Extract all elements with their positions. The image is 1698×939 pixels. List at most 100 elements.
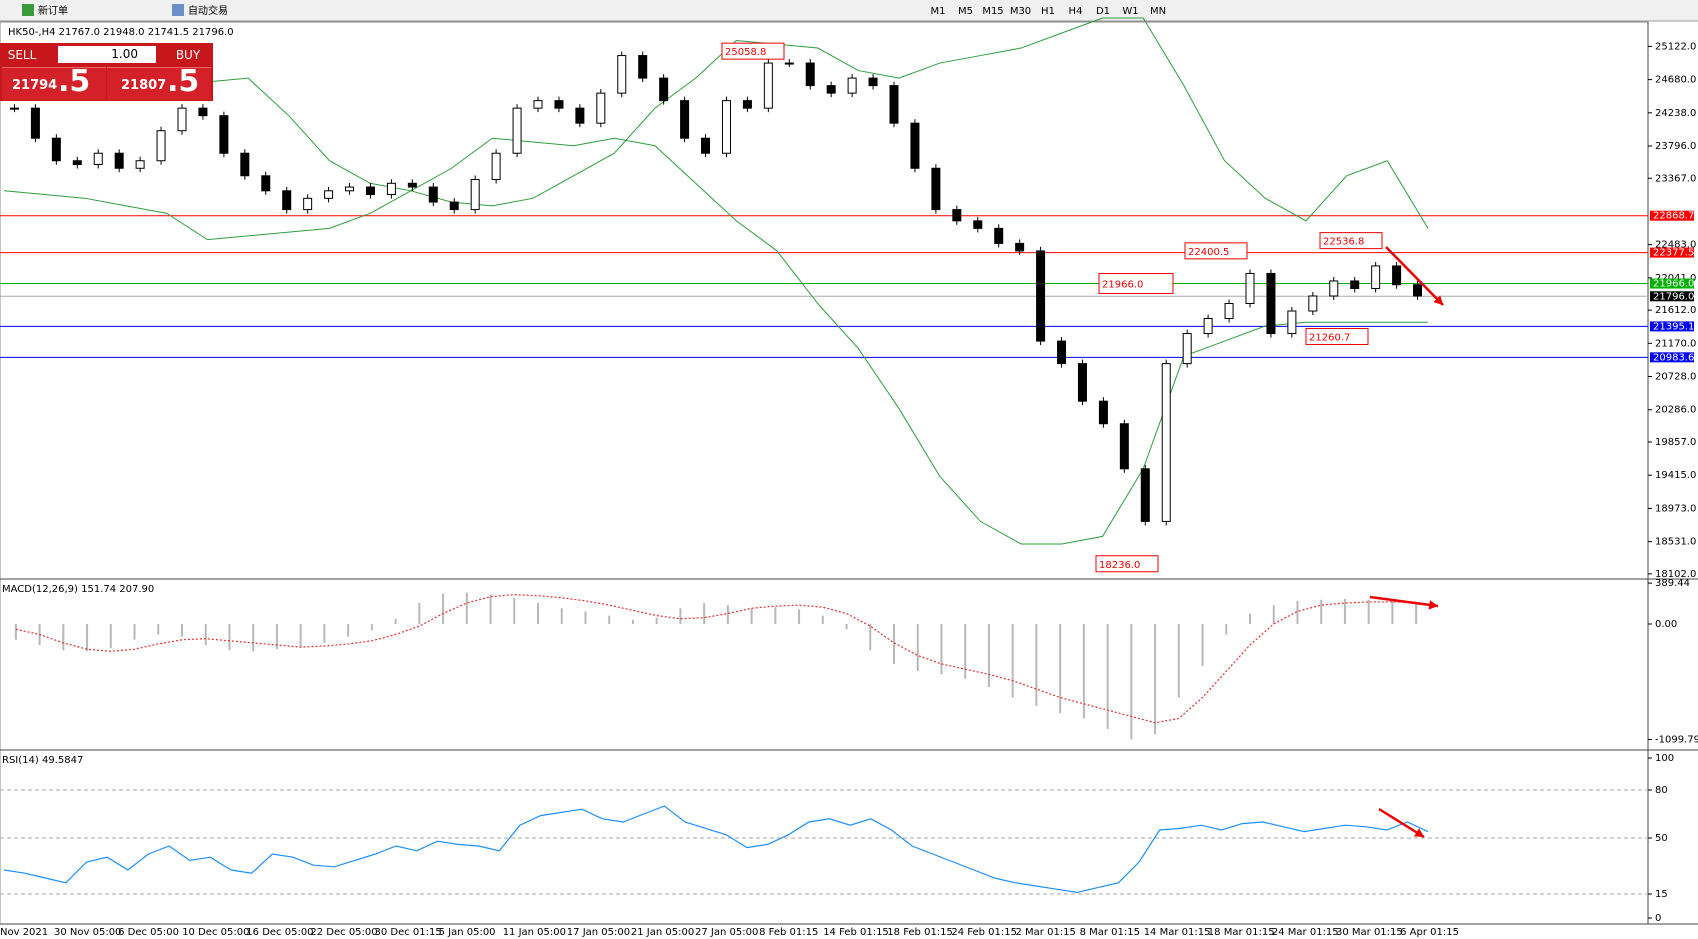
candle — [847, 77, 857, 94]
candle — [826, 85, 836, 94]
candle — [345, 186, 355, 192]
lot-input[interactable]: 1.00 — [58, 46, 156, 63]
timeframe-button[interactable]: M15 — [982, 6, 1003, 17]
candle — [952, 209, 962, 222]
y-tick-label: 18531.0 — [1655, 537, 1696, 548]
candle — [240, 152, 250, 177]
candle — [742, 100, 752, 109]
candle — [1266, 272, 1276, 335]
x-tick-label: 8 Feb 01:15 — [759, 927, 818, 938]
price-annotation: 21260.7 — [1309, 333, 1350, 344]
price-annotation-box — [1184, 242, 1248, 260]
ask-price[interactable]: 21807.5 — [107, 64, 211, 100]
bollinger-band — [3, 17, 1429, 229]
bid-main: 21794 — [12, 78, 58, 93]
candle — [1203, 318, 1213, 335]
y-tick-label: 22483.0 — [1655, 240, 1696, 251]
sell-button[interactable]: SELL — [7, 48, 37, 62]
price-annotation: 18236.0 — [1099, 560, 1140, 571]
candle — [1224, 303, 1234, 320]
candle — [701, 137, 711, 154]
trend-arrow — [1378, 807, 1425, 839]
price-annotation: 25058.8 — [725, 47, 766, 58]
candle — [303, 197, 313, 211]
ask-big: .5 — [167, 64, 200, 99]
candle — [1140, 468, 1150, 522]
x-tick-label: 6 Apr 01:15 — [1400, 927, 1459, 938]
icon[interactable] — [172, 4, 184, 16]
timeframe-button[interactable]: W1 — [1122, 6, 1138, 17]
candle — [680, 100, 690, 139]
toolbar-button[interactable]: 新订单 — [38, 4, 68, 17]
bid-price[interactable]: 21794.5 — [2, 64, 106, 100]
y-tick-label: 80 — [1655, 785, 1668, 796]
level-label: 21395.1 — [1653, 321, 1694, 332]
y-tick-label: 18973.0 — [1655, 503, 1696, 514]
candle — [135, 160, 145, 169]
macd-signal — [15, 593, 1417, 724]
timeframe-button[interactable]: M5 — [958, 6, 973, 17]
candle — [51, 137, 61, 162]
y-tick-label: 389.44 — [1655, 578, 1690, 589]
timeframe-button[interactable]: H1 — [1041, 6, 1055, 17]
icon[interactable] — [22, 4, 34, 16]
x-tick-label: 24 Mar 01:15 — [1272, 927, 1339, 938]
x-tick-label: 6 Dec 05:00 — [118, 927, 179, 938]
candle — [198, 107, 208, 117]
timeframe-button[interactable]: M1 — [931, 6, 946, 17]
candle — [1077, 363, 1087, 402]
candle — [93, 152, 103, 166]
candle — [533, 100, 543, 109]
y-tick-label: 50 — [1655, 833, 1668, 844]
toolbar-button[interactable]: 自动交易 — [188, 4, 228, 17]
timeframe-button[interactable]: M30 — [1010, 6, 1031, 17]
candle — [910, 122, 920, 169]
candle — [1098, 400, 1108, 425]
candle — [617, 55, 627, 94]
candle — [596, 92, 606, 124]
x-tick-label: 11 Jan 05:00 — [503, 927, 566, 938]
candle — [1329, 280, 1339, 297]
y-tick-label: 21170.0 — [1655, 338, 1696, 349]
price-annotation-box — [1098, 273, 1174, 295]
candle — [1308, 295, 1318, 312]
trend-arrow-head — [1428, 600, 1438, 610]
y-tick-label: 21612.0 — [1655, 305, 1696, 316]
timeframe-button[interactable]: H4 — [1069, 6, 1083, 17]
candle — [973, 220, 983, 229]
level-label: 22868.7 — [1653, 211, 1694, 222]
candle — [72, 160, 82, 166]
trend-arrow — [1385, 246, 1444, 306]
x-tick-label: 18 Feb 01:15 — [887, 927, 953, 938]
x-tick-label: 10 Dec 05:00 — [182, 927, 249, 938]
x-tick-label: 14 Mar 01:15 — [1144, 927, 1211, 938]
x-tick-label: 30 Mar 01:15 — [1336, 927, 1403, 938]
candle — [868, 77, 878, 87]
ask-main: 21807 — [121, 78, 167, 93]
level-label: 21796.0 — [1653, 291, 1694, 302]
x-tick-label: 24 Feb 01:15 — [951, 927, 1017, 938]
candle — [365, 186, 375, 196]
buy-button[interactable]: BUY — [175, 48, 201, 62]
timeframe-button[interactable]: D1 — [1096, 6, 1110, 17]
candle — [763, 62, 773, 109]
candle — [931, 167, 941, 211]
candle — [1015, 242, 1025, 252]
macd-title: MACD(12,26,9) 151.74 207.90 — [2, 584, 154, 595]
y-tick-label: 23367.0 — [1655, 173, 1696, 184]
candle — [9, 107, 19, 110]
timeframe-button[interactable]: MN — [1150, 6, 1166, 17]
y-tick-label: 22041.0 — [1655, 273, 1696, 284]
price-annotation-box — [1095, 555, 1159, 573]
candle — [1245, 272, 1255, 305]
candle — [1036, 250, 1046, 342]
y-tick-label: -1099.79 — [1655, 734, 1698, 745]
y-tick-label: 15 — [1655, 889, 1668, 900]
x-tick-label: 30 Dec 01:15 — [375, 927, 442, 938]
candle — [1413, 284, 1423, 297]
candle — [1119, 423, 1129, 470]
x-tick-label: 22 Dec 05:00 — [310, 927, 377, 938]
x-tick-label: 21 Jan 05:00 — [631, 927, 694, 938]
candle — [177, 107, 187, 132]
candle — [1350, 280, 1360, 289]
